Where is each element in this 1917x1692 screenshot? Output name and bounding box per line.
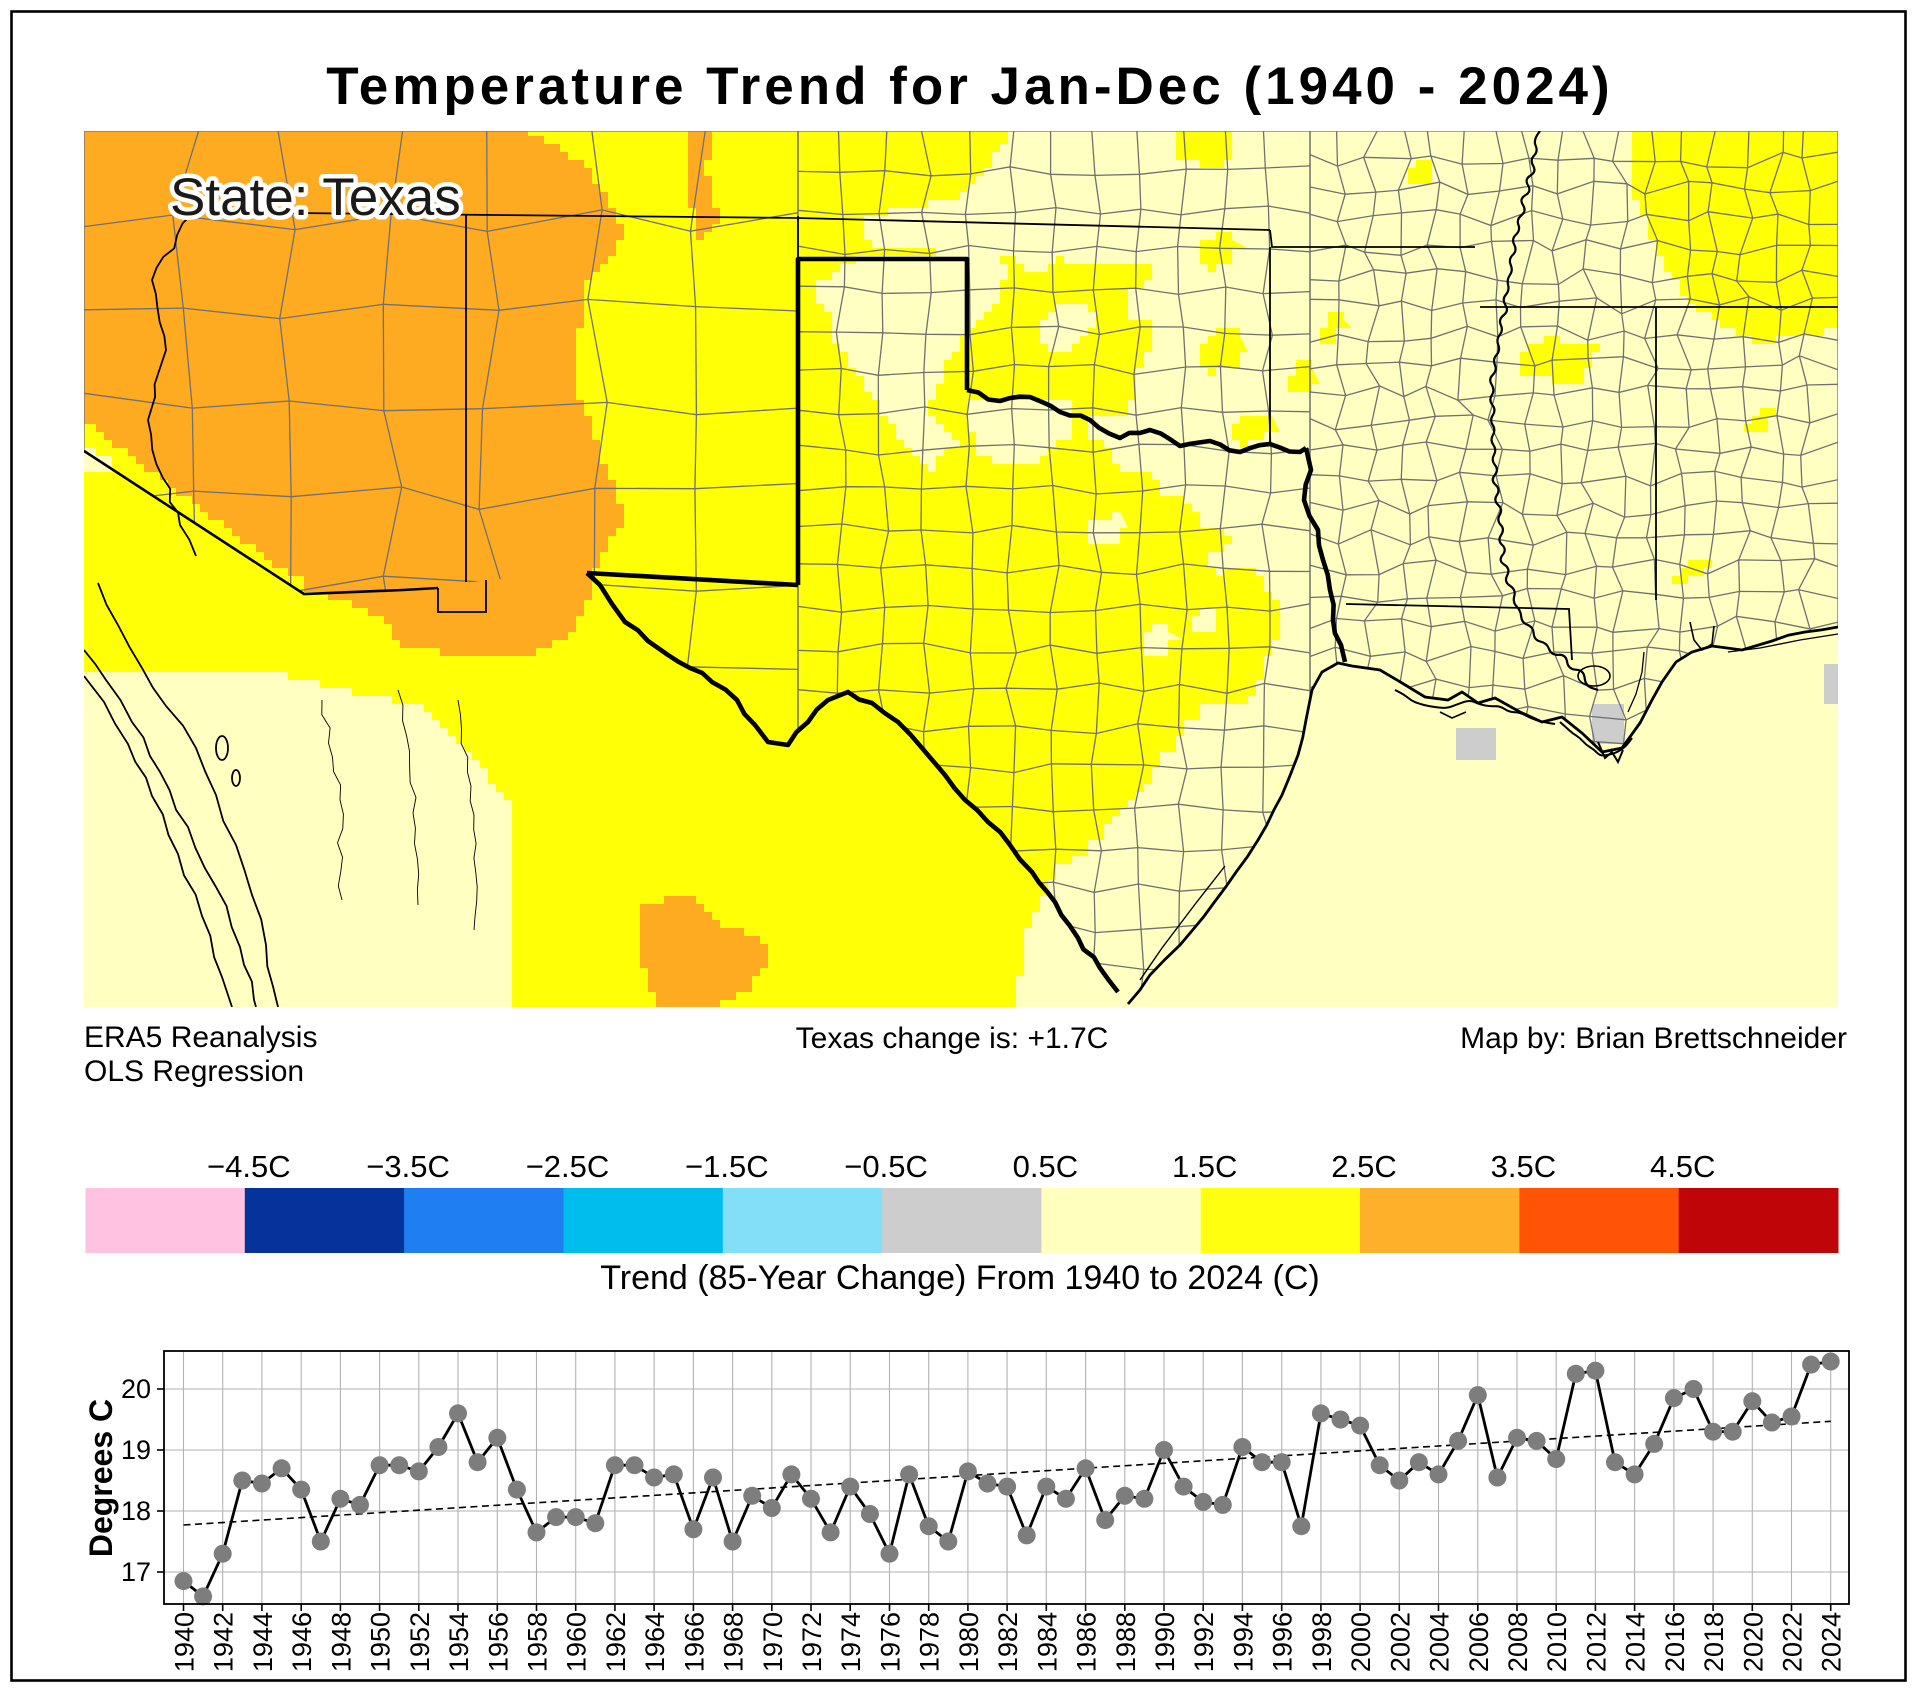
svg-text:2022: 2022 (1778, 1612, 1808, 1672)
svg-text:2006: 2006 (1464, 1612, 1494, 1672)
svg-text:19: 19 (121, 1435, 151, 1465)
svg-text:1940: 1940 (170, 1612, 200, 1672)
svg-text:1968: 1968 (719, 1612, 749, 1672)
svg-text:2012: 2012 (1581, 1612, 1611, 1672)
svg-text:1.5C: 1.5C (1172, 1149, 1237, 1184)
svg-text:2010: 2010 (1542, 1612, 1572, 1672)
svg-text:3.5C: 3.5C (1491, 1149, 1556, 1184)
svg-text:1952: 1952 (405, 1612, 435, 1672)
svg-text:2018: 2018 (1699, 1612, 1729, 1672)
svg-text:−3.5C: −3.5C (366, 1149, 450, 1184)
svg-text:−0.5C: −0.5C (844, 1149, 928, 1184)
svg-text:1994: 1994 (1228, 1612, 1258, 1672)
svg-text:1960: 1960 (562, 1612, 592, 1672)
svg-text:1942: 1942 (209, 1612, 239, 1672)
svg-text:1970: 1970 (758, 1612, 788, 1672)
svg-text:Temperature Trend for Jan-Dec: Temperature Trend for Jan-Dec (1940 - 20… (326, 57, 1613, 116)
svg-text:−2.5C: −2.5C (526, 1149, 610, 1184)
svg-text:1946: 1946 (287, 1612, 317, 1672)
svg-text:2.5C: 2.5C (1331, 1149, 1396, 1184)
svg-text:1998: 1998 (1307, 1612, 1337, 1672)
svg-text:2024: 2024 (1817, 1612, 1847, 1672)
svg-text:1944: 1944 (248, 1612, 278, 1672)
svg-text:Texas change is: +1.7C: Texas change is: +1.7C (796, 1022, 1109, 1055)
svg-text:1972: 1972 (797, 1612, 827, 1672)
svg-text:2016: 2016 (1660, 1612, 1690, 1672)
svg-text:1950: 1950 (366, 1612, 396, 1672)
svg-text:2008: 2008 (1503, 1612, 1533, 1672)
svg-text:State: Texas: State: Texas (170, 168, 461, 227)
svg-text:1956: 1956 (483, 1612, 513, 1672)
svg-text:1986: 1986 (1072, 1612, 1102, 1672)
svg-text:Trend (85-Year Change) From 19: Trend (85-Year Change) From 1940 to 2024… (600, 1259, 1319, 1297)
svg-text:Degrees C: Degrees C (83, 1399, 119, 1557)
svg-text:−1.5C: −1.5C (685, 1149, 769, 1184)
svg-text:1996: 1996 (1268, 1612, 1298, 1672)
svg-text:OLS Regression: OLS Regression (84, 1055, 304, 1088)
svg-text:17: 17 (121, 1557, 151, 1587)
svg-text:1964: 1964 (640, 1612, 670, 1672)
svg-text:1982: 1982 (993, 1612, 1023, 1672)
svg-text:1980: 1980 (954, 1612, 984, 1672)
svg-text:1992: 1992 (1189, 1612, 1219, 1672)
svg-text:1976: 1976 (876, 1612, 906, 1672)
svg-text:20: 20 (121, 1374, 151, 1404)
svg-text:2000: 2000 (1346, 1612, 1376, 1672)
svg-text:18: 18 (121, 1496, 151, 1526)
svg-text:0.5C: 0.5C (1013, 1149, 1078, 1184)
svg-text:Map by: Brian Brettschneider: Map by: Brian Brettschneider (1460, 1022, 1847, 1055)
svg-text:−4.5C: −4.5C (207, 1149, 291, 1184)
svg-text:ERA5 Reanalysis: ERA5 Reanalysis (84, 1021, 317, 1054)
svg-text:1974: 1974 (836, 1612, 866, 1672)
svg-text:2004: 2004 (1425, 1612, 1455, 1672)
svg-text:2002: 2002 (1385, 1612, 1415, 1672)
svg-text:2014: 2014 (1621, 1612, 1651, 1672)
svg-text:1984: 1984 (1032, 1612, 1062, 1672)
svg-text:2020: 2020 (1738, 1612, 1768, 1672)
svg-text:1948: 1948 (326, 1612, 356, 1672)
svg-text:1962: 1962 (601, 1612, 631, 1672)
svg-text:1958: 1958 (523, 1612, 553, 1672)
svg-text:1978: 1978 (915, 1612, 945, 1672)
svg-text:1990: 1990 (1150, 1612, 1180, 1672)
svg-text:1954: 1954 (444, 1612, 474, 1672)
svg-text:1966: 1966 (679, 1612, 709, 1672)
svg-text:4.5C: 4.5C (1650, 1149, 1715, 1184)
svg-text:1988: 1988 (1111, 1612, 1141, 1672)
